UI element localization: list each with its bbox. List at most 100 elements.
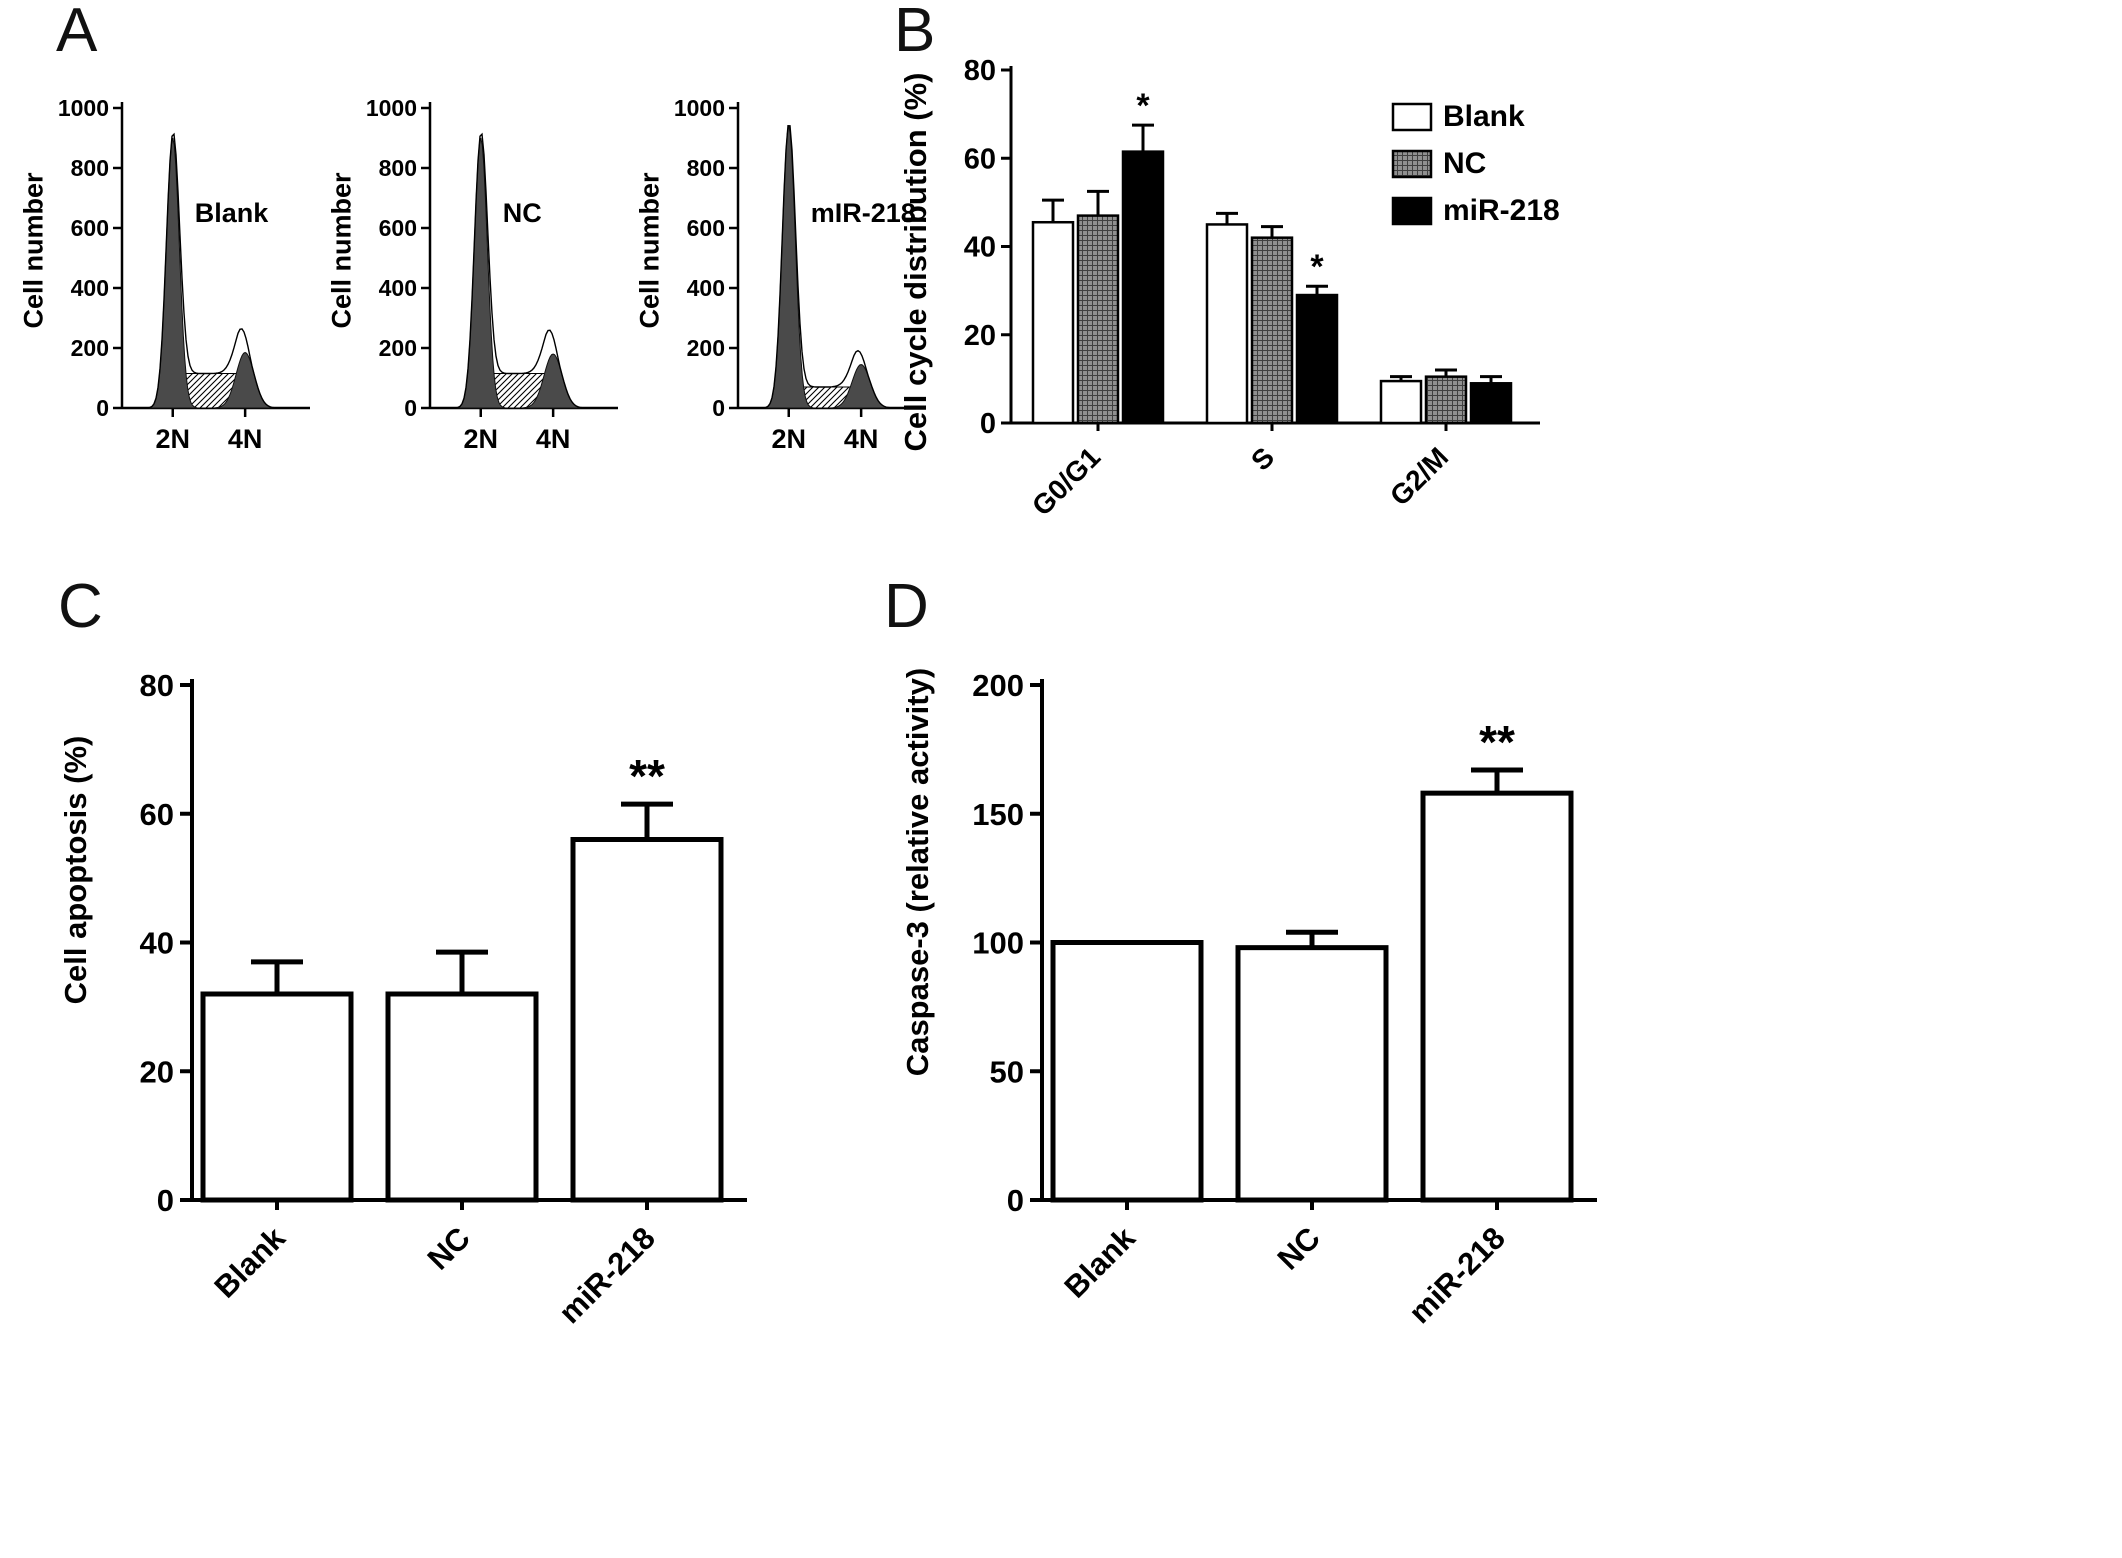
y-tick-label: 0: [712, 395, 725, 421]
y-tick-label: 800: [687, 155, 725, 181]
x-tick-label: G0/G1: [1026, 441, 1106, 521]
histogram-outline: [124, 132, 308, 409]
treatment-label: NC: [503, 198, 542, 228]
panel-a-letter: A: [56, 0, 98, 65]
y-tick-label: 800: [379, 155, 417, 181]
y-tick-label: 200: [379, 335, 417, 361]
treatment-label: mIR-218: [811, 198, 916, 228]
flow-histogram-mir218: 0 200 400 600 800 1000 2N 4N mIR-218: [674, 95, 926, 454]
y-tick-label: 1000: [366, 95, 417, 121]
y-tick-label: 50: [990, 1054, 1024, 1089]
y-tick-label: 20: [964, 320, 996, 352]
flow-y-axis-label: Cell number: [326, 172, 357, 329]
y-tick-label: 200: [972, 668, 1024, 703]
y-tick-label: 600: [379, 215, 417, 241]
y-tick-label: 80: [964, 55, 996, 87]
g1-peak: [764, 125, 814, 409]
bar-Blank-S: [1205, 223, 1249, 425]
y-tick-label: 150: [972, 797, 1024, 832]
significance-marker: *: [1136, 87, 1150, 125]
x-tick-label: 2N: [156, 424, 191, 454]
panel-a-flow-histograms: Cell number 0 200 400 600 800 1000 2N 4N Blank C…: [19, 88, 934, 472]
bar-miR-218-G0/G1: [1121, 150, 1165, 425]
x-tick-label: Blank: [1058, 1220, 1143, 1305]
flow-y-axis-label: Cell number: [634, 172, 665, 329]
flow-plot-mir218: Cell number 0 200 400 600 800 1000 2N 4N mIR-218: [634, 88, 934, 472]
histogram-outline: [740, 124, 924, 409]
bar-Blank-G2/M: [1379, 379, 1423, 425]
flow-plot-nc: Cell number 0 200 400 600 800 1000 2N 4N NC: [326, 88, 626, 472]
y-tick-label: 0: [980, 408, 996, 440]
y-tick-label: 1000: [58, 95, 109, 121]
y-tick-label: 0: [96, 395, 109, 421]
panel-c-letter: C: [58, 572, 103, 641]
bar-NC-S: [1250, 236, 1294, 425]
caspase3-bar-chart: 0 50 100 150 200 Blank NC miR-218 **: [972, 668, 1597, 1330]
legend-swatch-Blank: [1391, 102, 1433, 132]
bar-Blank-G0/G1: [1031, 220, 1075, 425]
x-tick-label: miR-218: [552, 1220, 662, 1330]
bar-NC: [385, 991, 539, 1203]
significance-marker: *: [1310, 248, 1324, 286]
y-tick-label: 1000: [674, 95, 725, 121]
y-tick-label: 40: [140, 926, 174, 961]
panel-d-y-axis-label: Caspase-3 (relative activity): [900, 667, 935, 1077]
y-tick-label: 20: [140, 1054, 174, 1089]
legend-label: Blank: [1443, 100, 1525, 133]
x-tick-label: miR-218: [1402, 1220, 1512, 1330]
flow-histogram-nc: 0 200 400 600 800 1000 2N 4N NC: [366, 95, 618, 454]
panel-b-letter: B: [894, 0, 936, 65]
significance-marker: **: [629, 750, 665, 802]
legend-swatch-NC: [1391, 149, 1433, 179]
bar-miR-218: [1420, 790, 1574, 1203]
y-tick-label: 400: [687, 275, 725, 301]
y-tick-label: 80: [140, 668, 174, 703]
bar-Blank: [200, 991, 354, 1203]
x-tick-label: 2N: [772, 424, 807, 454]
y-tick-label: 0: [404, 395, 417, 421]
bar-Blank: [1050, 940, 1204, 1203]
y-tick-label: 600: [71, 215, 109, 241]
x-tick-label: G2/M: [1384, 441, 1454, 511]
bar-miR-218-S: [1295, 293, 1339, 425]
x-tick-label: 2N: [464, 424, 499, 454]
bar-miR-218: [570, 837, 724, 1203]
y-tick-label: 200: [687, 335, 725, 361]
legend-label: NC: [1443, 147, 1486, 180]
x-tick-label: S: [1245, 441, 1280, 476]
x-tick-label: 4N: [228, 424, 263, 454]
legend-swatch-miR-218: [1391, 196, 1433, 226]
x-tick-label: 4N: [844, 424, 879, 454]
cell-apoptosis-bar-chart: 0 20 40 60 80 Blank NC miR-218 **: [140, 668, 747, 1330]
y-tick-label: 400: [379, 275, 417, 301]
y-tick-label: 400: [71, 275, 109, 301]
x-tick-label: NC: [421, 1220, 477, 1276]
legend-label: miR-218: [1443, 194, 1560, 227]
y-tick-label: 60: [140, 797, 174, 832]
cell-cycle-bar-chart: 0 20 40 60 80 * * G0/G1 S G2/M Blank NC miR-218: [964, 55, 1560, 522]
x-tick-label: 4N: [536, 424, 571, 454]
x-tick-label: NC: [1271, 1220, 1327, 1276]
flow-plot-blank: Cell number 0 200 400 600 800 1000 2N 4N Blank: [19, 88, 318, 472]
bar-miR-218-G2/M: [1469, 382, 1513, 425]
g1-peak: [148, 137, 198, 409]
bar-NC-G2/M: [1424, 375, 1468, 425]
x-tick-label: Blank: [208, 1220, 293, 1305]
flow-histogram-blank: 0 200 400 600 800 1000 2N 4N Blank: [58, 95, 310, 454]
bar-NC: [1235, 945, 1389, 1203]
y-tick-label: 800: [71, 155, 109, 181]
significance-marker: **: [1479, 716, 1515, 768]
panel-b-y-axis-label: Cell cycle distribution (%): [898, 72, 933, 452]
bar-NC-G0/G1: [1076, 214, 1120, 425]
histogram-outline: [432, 132, 616, 409]
y-tick-label: 0: [157, 1183, 174, 1218]
g1-peak: [456, 137, 506, 409]
y-tick-label: 0: [1007, 1183, 1024, 1218]
y-tick-label: 40: [964, 232, 996, 264]
y-tick-label: 200: [71, 335, 109, 361]
y-tick-label: 100: [972, 926, 1024, 961]
panel-d-letter: D: [884, 572, 929, 641]
y-tick-label: 600: [687, 215, 725, 241]
treatment-label: Blank: [195, 198, 270, 228]
